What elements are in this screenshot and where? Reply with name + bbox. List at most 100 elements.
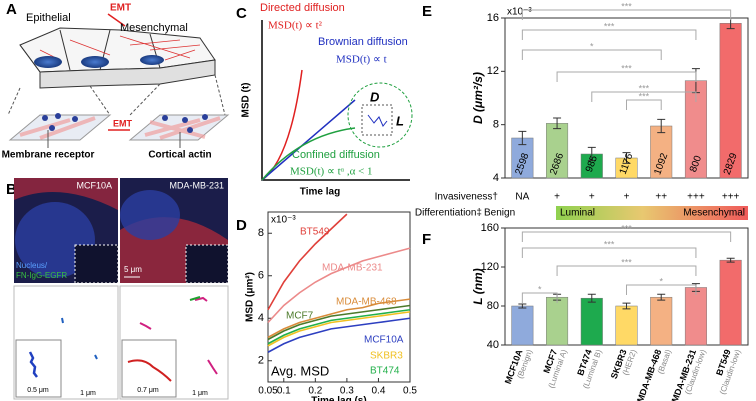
scale-label: 1 μm xyxy=(192,390,208,397)
significance-label: * xyxy=(590,41,594,51)
significance-label: *** xyxy=(639,91,650,101)
x-tick-label: 0.3 xyxy=(340,386,354,397)
significance-bracket xyxy=(521,9,732,20)
equation: MSD(t) ∝ tᵅ ,α < 1 xyxy=(290,166,373,178)
series-line xyxy=(267,298,411,339)
invasiveness-value: + xyxy=(589,192,595,203)
y-tick-label: 2 xyxy=(258,355,264,367)
annotation: Avg. MSD xyxy=(271,363,329,378)
inset xyxy=(121,339,177,398)
confinement-zone xyxy=(361,104,393,136)
error-bar xyxy=(657,293,666,301)
inset xyxy=(74,244,119,284)
label: L xyxy=(396,113,404,128)
receptors xyxy=(42,113,208,133)
scale-label: 1 μm xyxy=(80,390,96,397)
significance-bracket xyxy=(521,292,558,303)
panel-label: B xyxy=(6,181,17,198)
significance-bracket xyxy=(521,29,697,40)
significance-bracket xyxy=(521,247,697,258)
equation: MSD(t) ∝ t xyxy=(336,54,387,66)
scale-label: 0.5 μm xyxy=(27,387,49,394)
label: EMT xyxy=(113,118,133,128)
y-tick-label: 12 xyxy=(487,65,499,77)
y-tick-label: 6 xyxy=(258,270,264,282)
trajectory xyxy=(28,351,38,378)
panel-label: C xyxy=(236,5,247,22)
x-tick-label: 0.4 xyxy=(371,386,385,397)
y-axis-title: L (nm) xyxy=(471,268,485,304)
series-label: BT474 xyxy=(370,366,400,377)
legend-label: Nucleus/ xyxy=(16,261,48,270)
series-line xyxy=(267,317,411,353)
invasiveness-value: + xyxy=(554,192,560,203)
invasiveness-value: NA xyxy=(515,192,529,203)
panel-label: D xyxy=(236,217,247,234)
zoom-line xyxy=(7,74,226,116)
bar xyxy=(650,296,673,346)
series-label: BT549 xyxy=(300,227,330,238)
error-bar xyxy=(518,303,527,309)
row-label: Invasiveness† xyxy=(435,192,498,203)
error-bar xyxy=(726,257,735,263)
trajectory xyxy=(61,317,98,360)
trajectory xyxy=(127,359,172,382)
series-label: SKBR3 xyxy=(370,351,403,362)
y-tick-label: 40 xyxy=(487,339,499,351)
bar xyxy=(546,296,569,346)
y-tick-label: 80 xyxy=(487,300,499,312)
y-tick-label: 8 xyxy=(258,227,264,239)
error-bar xyxy=(518,130,527,146)
y-tick-label: 4 xyxy=(493,172,499,184)
nucleus xyxy=(34,56,62,68)
significance-label: *** xyxy=(621,223,632,233)
arrow xyxy=(107,13,126,27)
label: MDA-MB-231 xyxy=(169,180,224,190)
scale-label: 0.7 μm xyxy=(137,387,159,394)
x-tick-label: 0.5 xyxy=(403,386,417,397)
y-tick-label: 8 xyxy=(493,119,499,131)
significance-label: *** xyxy=(621,257,632,267)
panel-c: Directed diffusion MSD(t) ∝ t² Brownian … xyxy=(241,2,413,198)
series-label: MDA-MB-231 xyxy=(322,263,383,274)
multiplier: x10⁻³ xyxy=(507,7,532,18)
significance-bracket xyxy=(626,284,697,295)
y-tick-label: 160 xyxy=(481,222,499,234)
curve-brownian xyxy=(261,99,356,181)
series-line xyxy=(267,308,411,345)
differentiation-label: Luminal xyxy=(560,208,595,219)
invasiveness-value: +++ xyxy=(722,192,740,203)
inset xyxy=(15,339,62,398)
invasiveness-value: +++ xyxy=(687,192,705,203)
x-tick-label: 0.05 xyxy=(258,386,278,397)
panel-label: F xyxy=(422,231,431,248)
scale-label: 5 μm xyxy=(124,265,142,274)
curve-confined xyxy=(261,127,356,181)
axis-title: MSD (t) xyxy=(241,83,252,118)
significance-bracket xyxy=(556,71,697,82)
label: EMT xyxy=(110,3,131,14)
multiplier: x10⁻³ xyxy=(271,215,296,226)
significance-label: *** xyxy=(604,239,615,249)
series-label: MDA-MB-468 xyxy=(336,297,397,308)
label: Membrane receptor xyxy=(2,150,95,161)
error-bar xyxy=(622,302,631,310)
y-axis-title: MSD (μm²) xyxy=(245,272,256,322)
actin-stain xyxy=(14,178,118,210)
cell-border xyxy=(19,29,161,73)
bar xyxy=(580,297,603,346)
bar xyxy=(511,305,534,346)
bar xyxy=(684,287,707,346)
confinement xyxy=(347,82,413,148)
significance-bracket xyxy=(556,265,697,276)
series-line xyxy=(267,304,411,341)
label: MCF10A xyxy=(76,180,112,190)
differentiation-label: Benign xyxy=(484,208,515,219)
nucleus-stain xyxy=(120,190,180,240)
significance-label: *** xyxy=(604,21,615,31)
significance-bracket xyxy=(591,91,697,102)
nucleus xyxy=(140,55,164,65)
label: Confined diffusion xyxy=(292,149,380,161)
trajectory xyxy=(367,114,388,127)
gradient-bar xyxy=(556,206,748,220)
